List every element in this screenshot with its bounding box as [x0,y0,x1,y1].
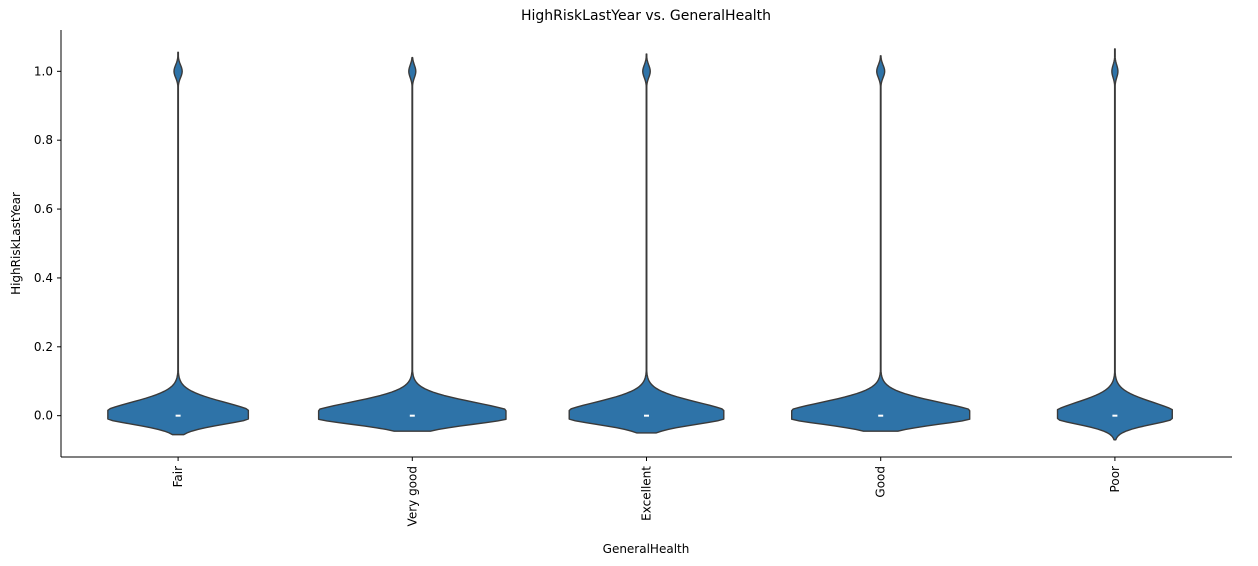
y-ticks-layer: 0.0 0.2 0.4 0.6 0.8 1.0 [34,64,61,423]
x-tick-label: Excellent [640,466,654,521]
violin-very-good [317,56,507,432]
x-ticks-layer: Fair Very good Excellent Good Poor [171,457,1122,526]
chart-title: HighRiskLastYear vs. GeneralHealth [521,8,771,24]
x-tick-label: Very good [405,466,419,526]
y-tick-label: 0.8 [34,133,53,147]
violins-layer [107,48,1173,441]
y-tick-label: 0.0 [34,409,53,423]
y-tick-label: 0.6 [34,202,53,216]
y-tick-label: 1.0 [34,64,53,78]
y-tick-label: 0.4 [34,271,53,285]
x-tick-label: Poor [1108,466,1122,492]
y-tick-label: 0.2 [34,340,53,354]
x-axis-label: GeneralHealth [603,542,690,556]
violin-good [791,55,971,432]
y-axis-label: HighRiskLastYear [9,192,23,295]
x-tick-label: Fair [171,466,185,487]
violin-poor [1056,48,1173,441]
x-tick-label: Good [874,466,888,498]
violin-fair [107,51,250,436]
violin-excellent [568,53,725,434]
